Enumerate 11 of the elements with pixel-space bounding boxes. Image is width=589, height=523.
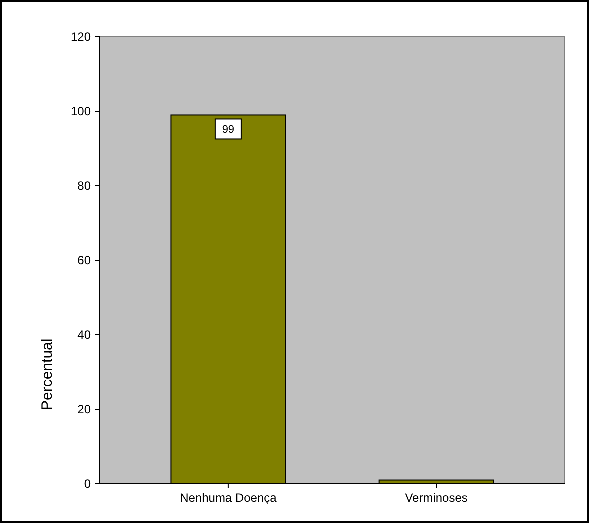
y-tick-label: 20 [78,402,92,416]
x-tick-label: Verminoses [405,491,468,505]
data-label: 99 [222,124,235,136]
y-axis-title: Percentual [39,338,56,410]
y-tick-label: 60 [78,254,92,268]
y-tick-label: 40 [78,328,92,342]
y-tick-label: 100 [70,104,92,118]
y-tick-label: 0 [84,477,92,491]
y-tick-label: 80 [78,179,92,193]
x-tick-label: Nenhuma Doença [180,491,278,505]
y-tick-label: 120 [70,30,92,44]
